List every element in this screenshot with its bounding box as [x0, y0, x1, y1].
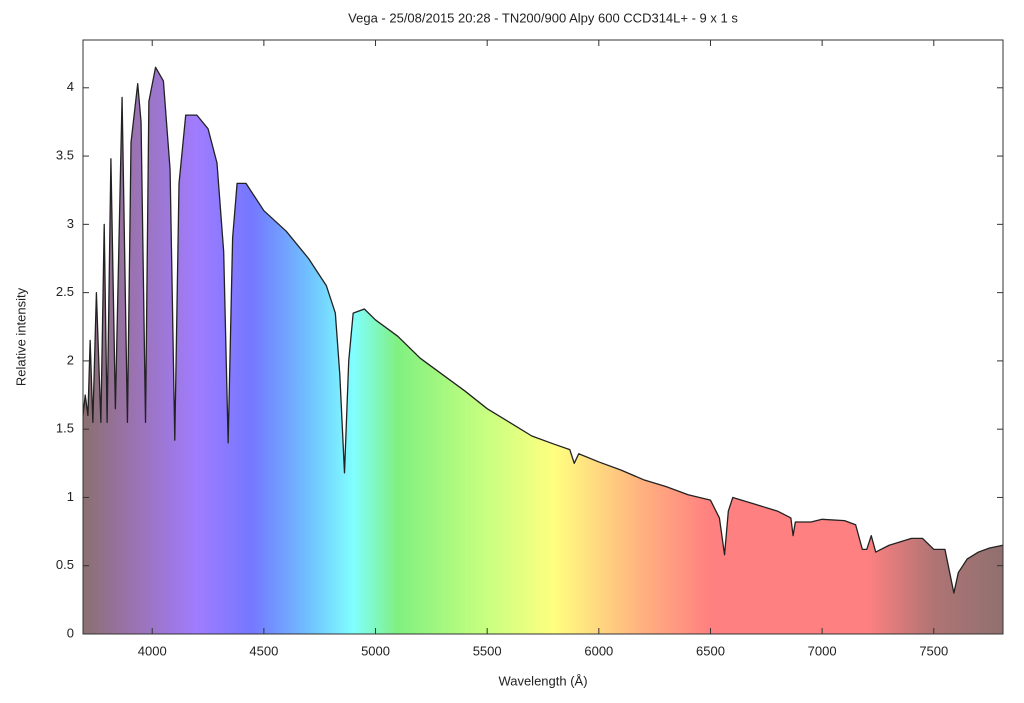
x-tick-label: 6500: [696, 643, 725, 658]
plot-frame: [82, 39, 1004, 635]
y-tick-label: 3: [67, 216, 74, 231]
y-tick-label: 0.5: [56, 557, 74, 572]
chart-title: Vega - 25/08/2015 20:28 - TN200/900 Alpy…: [348, 10, 738, 25]
x-tick-label: 5000: [361, 643, 390, 658]
y-tick-label: 2.5: [56, 284, 74, 299]
spectrum-area: [83, 67, 1003, 634]
y-tick-label: 1: [67, 489, 74, 504]
plot-area: [83, 66, 1003, 634]
x-tick-label: 6000: [584, 643, 613, 658]
x-tick-label: 4500: [249, 643, 278, 658]
y-tick-label: 3.5: [56, 148, 74, 163]
x-tick-label: 5500: [473, 643, 502, 658]
x-axis-label: Wavelength (Å): [498, 673, 587, 688]
y-tick-label: 0: [67, 625, 74, 640]
y-tick-label: 4: [67, 79, 74, 94]
y-tick-label: 2: [67, 352, 74, 367]
x-tick-label: 4000: [138, 643, 167, 658]
x-tick-label: 7500: [919, 643, 948, 658]
x-tick-label: 7000: [808, 643, 837, 658]
spectrum-line: [83, 66, 1003, 594]
y-axis-label: Relative intensity: [13, 287, 28, 386]
y-tick-label: 1.5: [56, 421, 74, 436]
